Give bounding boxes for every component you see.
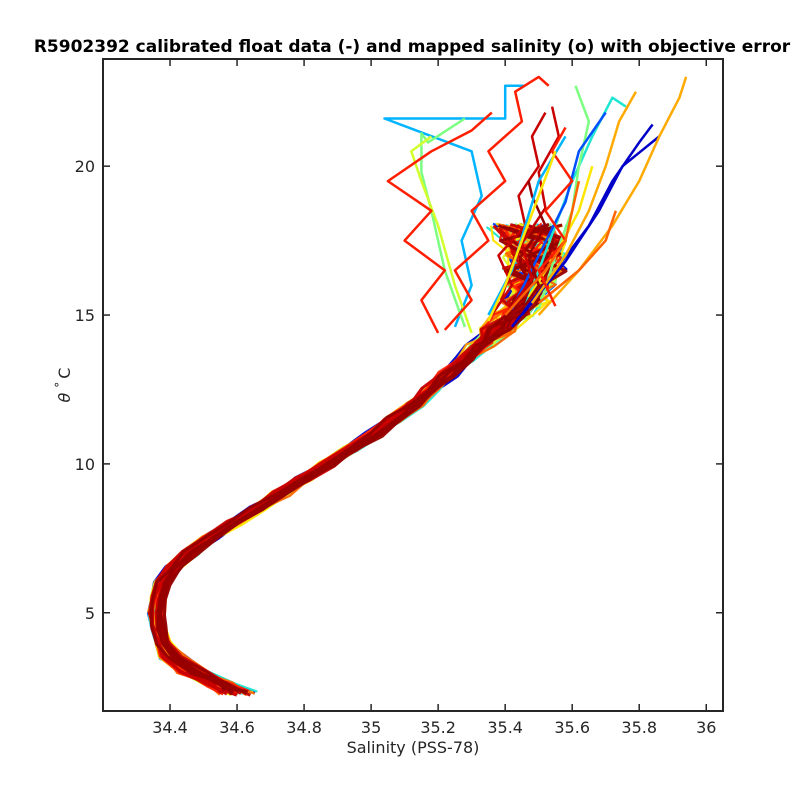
profile-line <box>149 224 552 695</box>
profile-line <box>156 223 557 693</box>
profile-line <box>156 225 557 694</box>
surface-branch-line <box>537 85 591 310</box>
profile-line <box>154 226 541 693</box>
surface-branch-line <box>537 210 617 305</box>
profile-line <box>152 222 553 694</box>
profile-line <box>159 223 559 693</box>
surface-branch-line <box>530 91 637 304</box>
surface-branch-line <box>504 180 581 316</box>
profile-line <box>158 224 535 695</box>
x-tick-label: 35.4 <box>487 718 523 737</box>
profile-line <box>153 224 558 695</box>
x-axis-label: Salinity (PSS-78) <box>347 738 480 757</box>
x-tick-label: 34.4 <box>152 718 188 737</box>
profile-line <box>151 224 549 696</box>
profile-line <box>156 224 555 694</box>
surface-branch-line <box>537 76 688 316</box>
x-tick-label: 35.8 <box>621 718 657 737</box>
profile-line <box>157 222 545 692</box>
profile-line <box>153 224 545 693</box>
profile-line <box>154 226 557 693</box>
profile-line <box>150 225 551 694</box>
profile-line <box>147 223 551 693</box>
surface-branch-line <box>383 84 526 328</box>
profile-line <box>147 227 549 694</box>
profile-line <box>149 223 544 695</box>
profile-line <box>155 224 557 693</box>
profile-line <box>157 222 559 694</box>
profile-line <box>157 223 543 695</box>
profile-line <box>153 223 557 693</box>
x-axis-ticks: 34.4 34.6 34.8 35 35.2 35.4 35.6 35.8 36 <box>152 59 716 737</box>
surface-branch-line <box>510 111 607 310</box>
y-tick-label: 5 <box>85 604 95 623</box>
y-axis-label-degree: ° <box>53 382 67 388</box>
profile-line <box>157 225 552 694</box>
profile-line <box>158 222 553 696</box>
profile-line <box>152 225 547 695</box>
x-tick-label: 34.8 <box>286 718 322 737</box>
profile-line <box>156 223 552 694</box>
profile-line <box>148 224 559 693</box>
profile-line <box>150 226 541 693</box>
profile-line <box>154 226 534 696</box>
surface-branch-line <box>490 111 547 316</box>
profile-line <box>154 225 544 694</box>
x-tick-label: 35.6 <box>554 718 590 737</box>
profile-line <box>152 222 559 695</box>
surface-branch-line <box>386 111 493 334</box>
profile-line <box>151 227 550 695</box>
x-tick-label: 35.2 <box>420 718 456 737</box>
profile-line <box>153 222 545 694</box>
y-axis-label-symbol: θ <box>55 392 74 402</box>
x-tick-label: 36 <box>696 718 716 737</box>
chart-title: R5902392 calibrated float data (-) and m… <box>34 37 791 57</box>
plot-frame <box>102 58 724 712</box>
surface-branch-line <box>517 180 547 316</box>
y-tick-label: 20 <box>75 157 95 176</box>
y-tick-label: 10 <box>75 455 95 474</box>
profile-line <box>162 223 548 697</box>
profile-line <box>154 226 555 694</box>
profile-line <box>150 226 551 696</box>
profile-line <box>159 223 552 695</box>
profile-line <box>153 223 557 695</box>
y-axis-label-unit: C <box>55 368 74 379</box>
profile-lines <box>146 75 688 697</box>
surface-branch-line <box>487 150 557 322</box>
surface-branch-line <box>537 126 574 307</box>
profile-line <box>156 224 543 697</box>
profile-line <box>151 224 538 696</box>
y-axis-label: θ ° C <box>53 368 74 403</box>
y-axis-ticks: 5 10 15 20 <box>75 157 723 623</box>
x-tick-label: 34.6 <box>219 718 255 737</box>
profile-line <box>147 226 544 694</box>
surface-branch-line <box>443 75 550 331</box>
surface-branch-line <box>520 135 661 316</box>
profile-line <box>157 225 540 694</box>
x-tick-label: 35 <box>361 718 381 737</box>
y-tick-label: 15 <box>75 306 95 325</box>
surface-branch-line <box>410 135 473 334</box>
profile-line <box>150 224 551 696</box>
profile-line <box>155 222 544 696</box>
profile-line <box>152 227 553 694</box>
surface-branch-line <box>504 106 561 316</box>
profile-line <box>149 225 549 694</box>
